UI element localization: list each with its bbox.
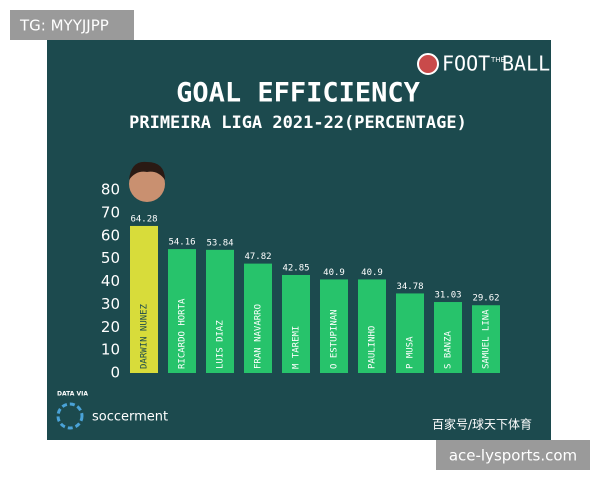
y-tick-label: 30 <box>101 295 120 313</box>
value-label: 34.78 <box>396 282 423 292</box>
bar <box>434 302 462 373</box>
brand-right: BALL <box>502 52 550 76</box>
value-label: 42.85 <box>282 263 309 273</box>
bar <box>472 305 500 373</box>
credit: 百家号/球天下体育 <box>432 417 532 432</box>
x-tick-label: PAULINHO <box>368 326 378 369</box>
bar <box>206 249 234 373</box>
chart-title: GOAL EFFICIENCY <box>176 78 421 109</box>
value-label: 40.9 <box>323 268 345 278</box>
value-label: 54.16 <box>168 238 195 248</box>
bar <box>282 274 310 373</box>
watermark-box <box>436 440 590 470</box>
source-label: DATA VIA <box>57 391 88 398</box>
y-tick-label: 0 <box>110 364 120 382</box>
x-tick-label: O ESTUPINAN <box>330 309 340 369</box>
value-label: 40.9 <box>361 268 383 278</box>
value-label: 29.62 <box>472 294 499 304</box>
x-tick-label: SAMUEL LINA <box>482 309 492 369</box>
x-tick-label: M TAREMI <box>292 326 302 369</box>
x-tick-label: DARWIN NUNEZ <box>140 303 150 369</box>
x-tick-label: S BANZA <box>444 330 454 369</box>
watermark: TG: MYYJJPP <box>19 17 109 35</box>
chart-subtitle: PRIMEIRA LIGA 2021-22(PERCENTAGE) <box>129 113 467 133</box>
y-tick-label: 50 <box>101 249 120 267</box>
value-label: 31.03 <box>434 291 461 301</box>
bar <box>168 249 196 373</box>
bar <box>320 279 348 373</box>
value-label: 64.28 <box>130 214 157 224</box>
x-tick-label: LUIS DIAZ <box>216 320 226 369</box>
bar <box>130 225 158 373</box>
value-label: 53.84 <box>206 238 233 248</box>
watermark: ace-lysports.com <box>449 447 577 465</box>
value-label: 47.82 <box>244 252 271 262</box>
brand-middle: THE <box>490 56 505 64</box>
bar <box>358 279 386 373</box>
watermark-box <box>10 10 134 40</box>
x-tick-label: P MUSA <box>406 336 416 369</box>
y-tick-label: 10 <box>101 341 120 359</box>
y-tick-label: 70 <box>101 203 120 221</box>
y-tick-label: 60 <box>101 226 120 244</box>
brand-ball <box>417 53 439 75</box>
bar <box>244 263 272 373</box>
x-tick-label: FRAN NAVARRO <box>254 304 264 369</box>
x-tick-label: RICARDO HORTA <box>178 298 188 369</box>
y-tick-label: 40 <box>101 272 120 290</box>
y-tick-label: 80 <box>101 181 120 199</box>
player-photo <box>129 161 165 202</box>
bar <box>396 293 424 373</box>
source-logo <box>56 402 84 430</box>
brand-left: FOOT <box>442 52 490 76</box>
y-tick-label: 20 <box>101 318 120 336</box>
source-name: soccerment <box>92 410 168 425</box>
